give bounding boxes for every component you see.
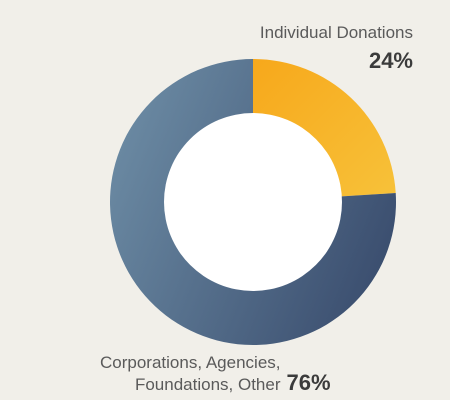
slice-label-corporations-line1: Corporations, Agencies,	[100, 353, 281, 372]
slice-label-individual-donations: Individual Donations	[259, 23, 413, 42]
callout-individual-donations: Individual Donations 24%	[193, 22, 413, 74]
slice-value-individual-donations: 24%	[368, 48, 413, 73]
slice-value-corporations-other: 76%	[286, 370, 331, 395]
callout-corporations-other: Corporations, Agencies, Foundations, Oth…	[100, 352, 400, 396]
slice-label-corporations-line2: Foundations, Other	[134, 375, 281, 394]
donut-hole	[164, 113, 342, 291]
slice-label-corporations-other: Corporations, Agencies, Foundations, Oth…	[100, 352, 281, 396]
